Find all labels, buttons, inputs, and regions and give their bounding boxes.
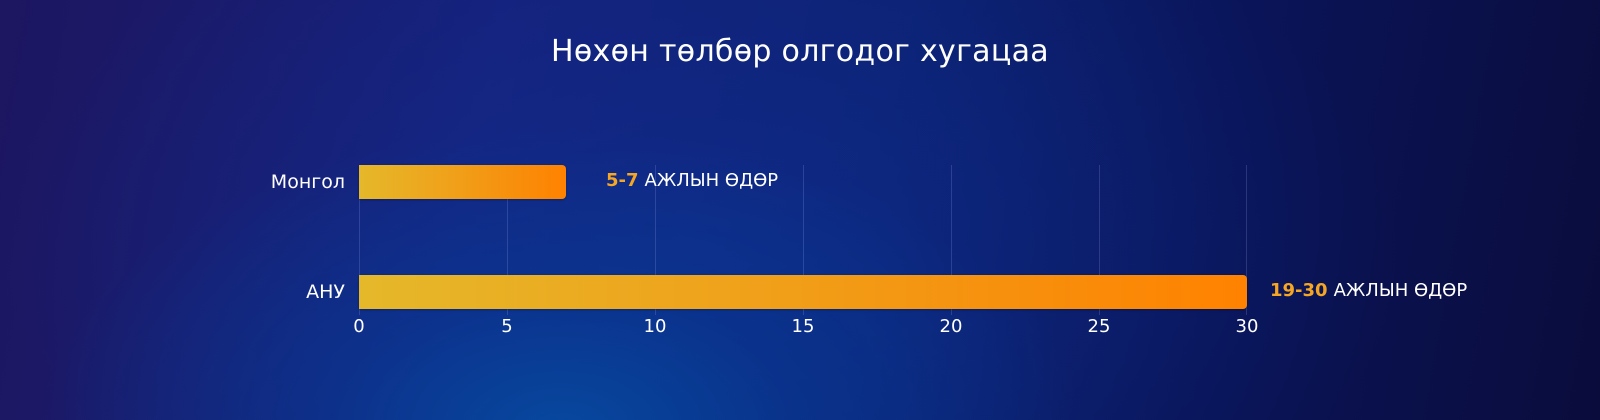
x-tick-5: 5 [501, 316, 513, 337]
gridline-10 [655, 165, 656, 315]
x-tick-10: 10 [643, 316, 667, 337]
gridline-0 [359, 165, 360, 315]
category-label-mongolia: Монгол [270, 171, 345, 193]
x-tick-0: 0 [353, 316, 365, 337]
bar-mongolia [359, 165, 566, 199]
value-unit-mongolia: АЖЛЫН ӨДӨР [644, 170, 779, 191]
value-label-usa: 19-30 АЖЛЫН ӨДӨР [1270, 280, 1467, 302]
value-range-mongolia: 5-7 [606, 170, 639, 191]
chart-plot-area [359, 165, 1247, 315]
gridline-5 [507, 165, 508, 315]
gridline-15 [803, 165, 804, 315]
gridline-20 [951, 165, 952, 315]
gridline-25 [1099, 165, 1100, 315]
bar-usa [359, 275, 1247, 309]
x-tick-25: 25 [1087, 316, 1111, 337]
x-tick-20: 20 [939, 316, 963, 337]
chart-title: Нөхөн төлбөр олгодог хугацаа [551, 34, 1049, 69]
value-range-usa: 19-30 [1270, 280, 1328, 301]
category-label-usa: АНУ [306, 281, 345, 303]
value-label-mongolia: 5-7 АЖЛЫН ӨДӨР [606, 170, 778, 192]
x-tick-30: 30 [1235, 316, 1259, 337]
value-unit-usa: АЖЛЫН ӨДӨР [1333, 280, 1468, 301]
gridline-30 [1246, 165, 1247, 315]
x-tick-15: 15 [791, 316, 815, 337]
